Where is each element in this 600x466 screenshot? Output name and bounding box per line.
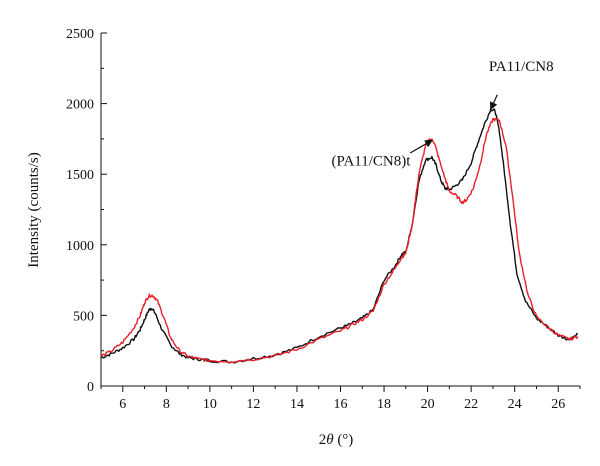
x-tick-label: 12 [246, 397, 260, 412]
x-tick-label: 14 [290, 397, 304, 412]
y-tick-label: 2000 [66, 98, 94, 113]
y-tick-label: 1000 [66, 239, 94, 254]
y-axis-title: Intensity (counts/s) [26, 152, 42, 267]
x-tick-label: 10 [203, 397, 217, 412]
x-tick-label: 22 [464, 397, 478, 412]
annotation-arrow [409, 139, 433, 154]
x-tick-label: 6 [119, 397, 126, 412]
y-axis-ticks: 0 500 1000 1500 2000 2500 [66, 27, 107, 395]
x-axis-title-main: 2 [319, 432, 327, 448]
x-axis-ticks: 6 8 10 12 14 16 18 20 22 24 26 [100, 386, 581, 412]
x-axis-title-theta: θ [326, 432, 334, 448]
x-axis-title-unit: (°) [334, 432, 354, 448]
y-tick-label: 1500 [66, 168, 94, 183]
x-tick-label: 24 [508, 397, 522, 412]
annotation-layer: PA11/CN8 (PA11/CN8)t [332, 59, 554, 170]
x-axis-title: 2θ (°) [319, 432, 354, 448]
series-line-2 [100, 117, 579, 364]
x-tick-label: 20 [421, 397, 435, 412]
x-tick-label: 18 [377, 397, 391, 412]
x-tick-label: 16 [334, 397, 348, 412]
annotation-label: (PA11/CN8)t [332, 154, 412, 170]
annotation-arrow [489, 94, 498, 111]
x-tick-label: 8 [163, 397, 170, 412]
y-tick-label: 2500 [66, 27, 94, 42]
x-tick-label: 26 [551, 397, 565, 412]
y-tick-label: 500 [73, 309, 94, 324]
y-tick-label: 0 [87, 380, 94, 395]
series-layer [100, 108, 579, 364]
series-line-1 [100, 108, 578, 364]
annotation-label: PA11/CN8 [489, 59, 554, 75]
